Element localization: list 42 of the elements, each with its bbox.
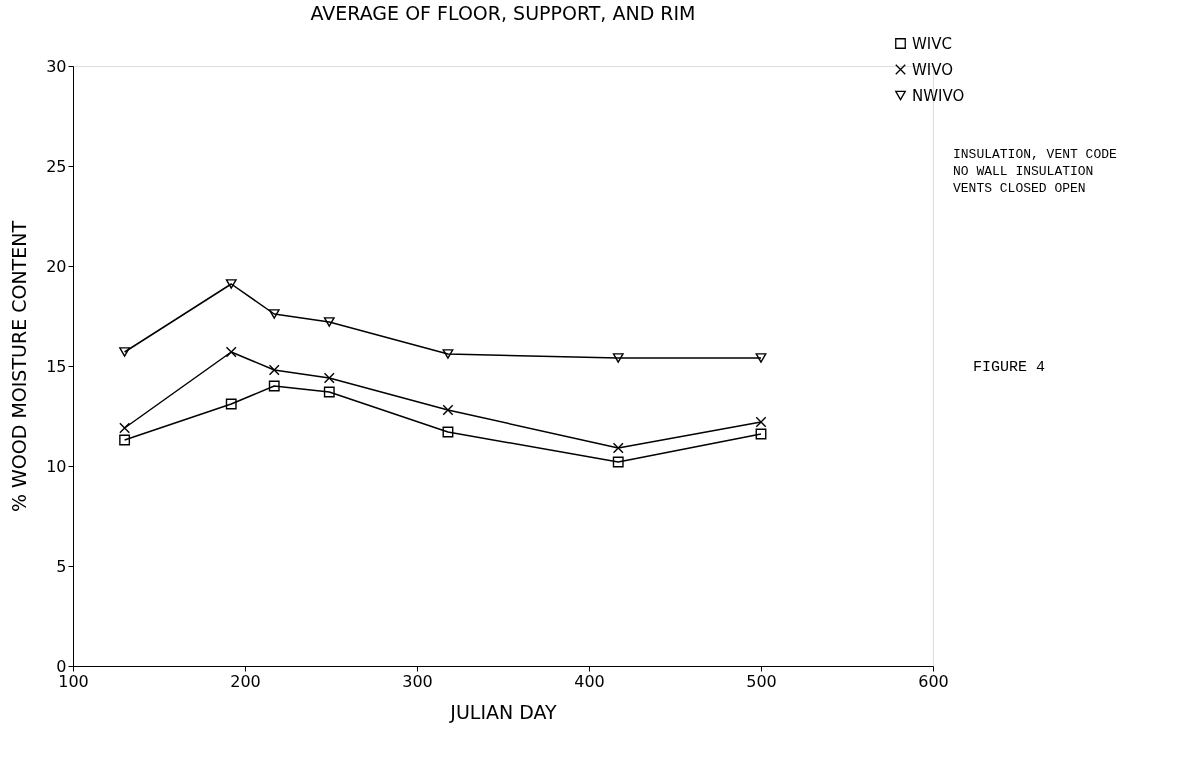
point <box>442 404 454 416</box>
x-tick-label: 500 <box>746 671 777 691</box>
point <box>755 353 767 363</box>
y-tick-label: 30 <box>46 56 67 76</box>
x-tick-label: 300 <box>402 671 433 691</box>
point <box>755 428 767 440</box>
y-axis-title: % WOOD MOISTURE CONTENT <box>8 220 31 513</box>
point <box>268 309 280 319</box>
legend-label: NWIVO <box>912 86 965 105</box>
chart-title: AVERAGE OF FLOOR, SUPPORT, AND RIM <box>310 2 696 24</box>
x-tick-label: 400 <box>574 671 605 691</box>
point <box>755 416 767 428</box>
point <box>119 422 131 434</box>
caption: FIGURE 4 <box>973 359 1046 376</box>
text: INSULATION, VENT CODE <box>953 147 1118 162</box>
x-tick-label: 600 <box>918 671 949 691</box>
legend-label: WIVC <box>912 34 952 53</box>
y-tick-label: 15 <box>46 356 67 376</box>
point <box>323 386 335 398</box>
point <box>612 353 624 363</box>
point <box>612 442 624 454</box>
y-tick-label: 20 <box>46 256 67 276</box>
text: VENTS CLOSED OPEN <box>953 181 1086 196</box>
y-tick-label: 25 <box>46 156 67 176</box>
point <box>119 434 131 446</box>
point <box>225 279 237 289</box>
point <box>225 346 237 358</box>
point <box>268 364 280 376</box>
y-tick-label: 10 <box>46 456 67 476</box>
text: NO WALL INSULATION <box>953 164 1094 179</box>
point <box>225 398 237 410</box>
point <box>119 347 131 357</box>
point <box>268 380 280 392</box>
point <box>442 426 454 438</box>
point <box>442 349 454 359</box>
point <box>323 372 335 384</box>
x-axis-title: JULIAN DAY <box>449 700 558 723</box>
x-tick-label: 200 <box>230 671 261 691</box>
legend-label: WIVO <box>912 60 954 79</box>
point <box>323 317 335 327</box>
point <box>612 456 624 468</box>
y-tick-label: 5 <box>56 556 67 576</box>
